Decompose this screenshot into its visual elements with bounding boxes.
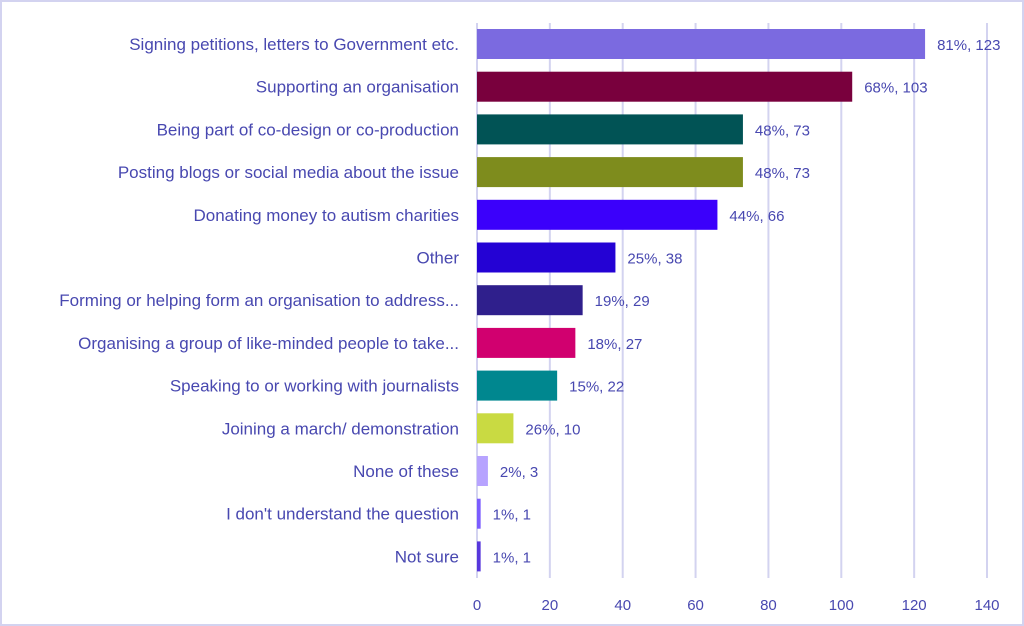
data-label: 15%, 22 [569,379,624,396]
x-tick-label: 120 [902,597,927,614]
category-label: Signing petitions, letters to Government… [129,35,459,54]
category-label: Donating money to autism charities [193,206,459,225]
bar [477,327,576,358]
bar [477,29,926,59]
bar [477,71,853,102]
x-tick-label: 100 [829,597,854,614]
x-tick-label: 140 [974,597,999,614]
category-label: Joining a march/ demonstration [222,419,459,438]
bar [477,541,481,572]
category-label: Other [416,249,459,268]
data-label: 19%, 29 [595,293,650,310]
data-label: 81%, 123 [937,37,1000,54]
data-label: 18%, 27 [587,336,642,353]
category-label: Speaking to or working with journalists [170,377,459,396]
data-label: 2%, 3 [500,464,538,481]
data-label: 48%, 73 [755,165,810,182]
bar [477,456,488,486]
data-label: 25%, 38 [627,251,682,268]
x-tick-label: 80 [760,597,777,614]
data-label: 1%, 1 [493,507,531,524]
bar [477,285,583,316]
x-tick-label: 0 [473,597,481,614]
bar [477,370,558,401]
data-label: 26%, 10 [525,421,580,438]
category-label: Not sure [395,547,459,566]
category-label: None of these [353,462,459,481]
bar [477,242,616,273]
bar [477,114,743,145]
data-label: 68%, 103 [864,80,927,97]
category-label: Posting blogs or social media about the … [118,163,459,182]
x-tick-label: 20 [542,597,559,614]
data-label: 44%, 66 [729,208,784,225]
bar [477,157,743,188]
data-label: 48%, 73 [755,122,810,139]
category-label: Supporting an organisation [256,78,459,97]
category-label: Forming or helping form an organisation … [59,291,459,310]
x-tick-label: 40 [614,597,631,614]
category-label: Organising a group of like-minded people… [78,334,459,353]
category-label: Being part of co-design or co-production [157,120,459,139]
category-label: I don't understand the question [226,505,459,524]
bar [477,498,481,529]
bar [477,413,514,444]
data-label: 1%, 1 [493,549,531,566]
bar [477,199,718,230]
x-tick-label: 60 [687,597,704,614]
